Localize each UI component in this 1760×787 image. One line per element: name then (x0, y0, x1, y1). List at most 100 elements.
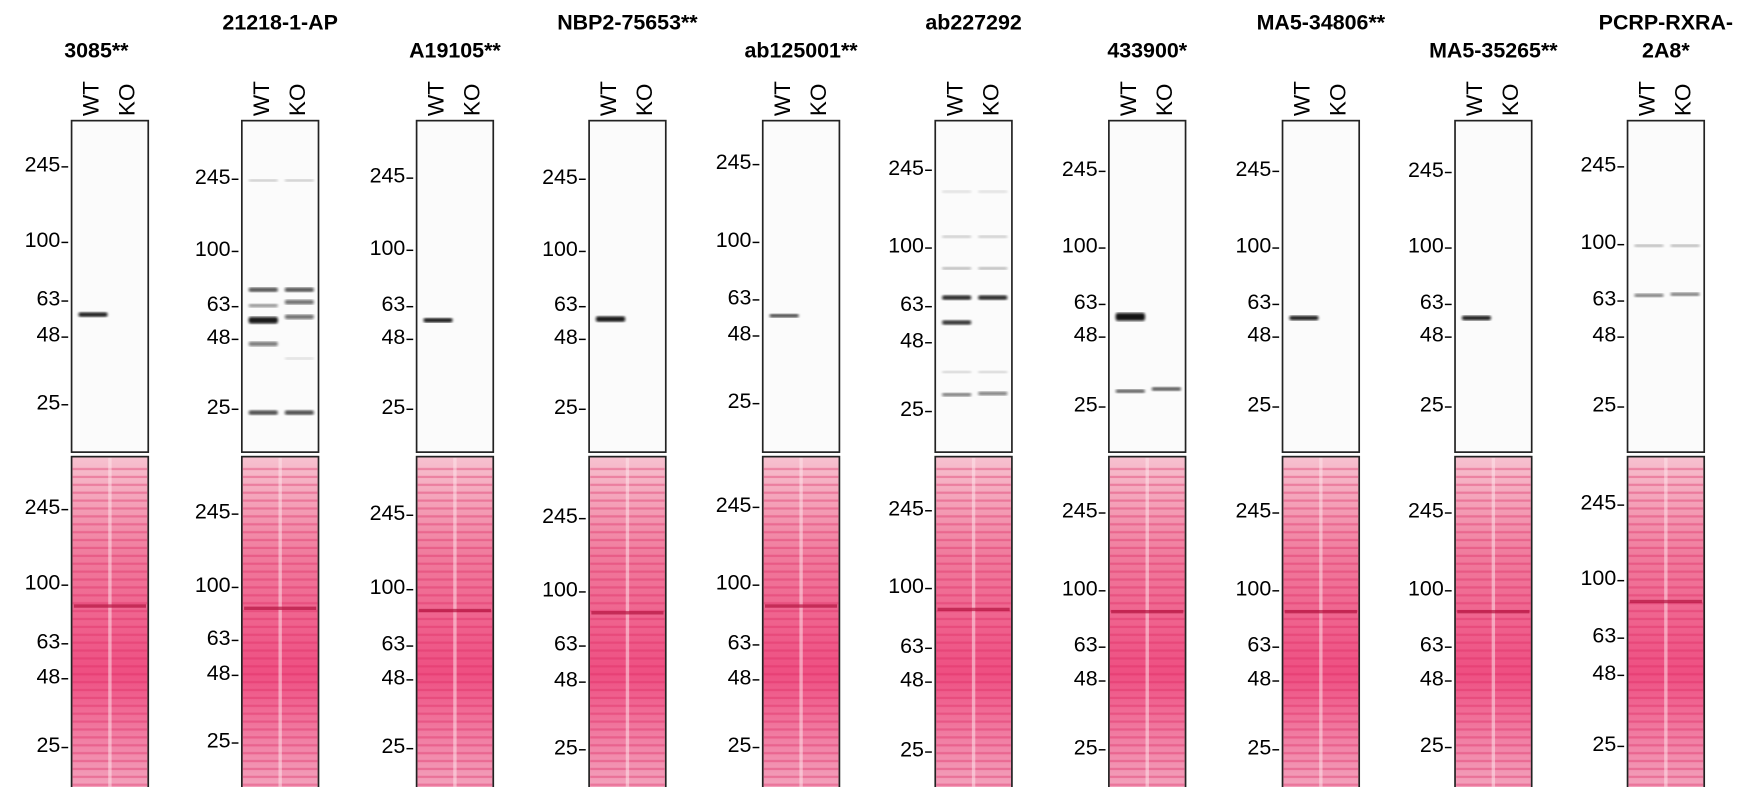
lane-label: WT (770, 81, 795, 116)
band (284, 179, 314, 182)
mw-marker-label: 48 (1420, 323, 1444, 347)
mw-marker-label: 245 (25, 495, 61, 519)
mw-marker-label: 100 (888, 574, 924, 598)
mw-marker-label: 100 (542, 237, 578, 261)
antibody-title: 433900* (1107, 39, 1187, 63)
mw-marker-label: 48 (1592, 323, 1616, 347)
mw-marker-label: 25 (1592, 393, 1616, 417)
mw-marker-label: 63 (554, 292, 578, 316)
western-blot (240, 119, 320, 453)
lane-gap (1491, 457, 1496, 787)
band (942, 392, 972, 397)
lane-label: WT (1116, 81, 1141, 116)
mw-marker-label: 100 (1581, 566, 1617, 590)
mw-marker-label: 48 (1074, 323, 1098, 347)
mw-marker-label: 48 (36, 664, 60, 688)
band (248, 303, 278, 308)
western-blot (934, 119, 1013, 453)
blot-panel: NBP2-75653** WT KO 245 100 63 48 25 245 100 63 48 25 (542, 10, 698, 787)
mw-marker-label: 25 (554, 395, 578, 419)
mw-marker-label: 48 (1420, 667, 1444, 691)
antibody-title: ab227292 (925, 10, 1022, 34)
band (248, 316, 278, 324)
mw-marker-label: 25 (207, 395, 231, 419)
blot-panel: MA5-34806** WT KO 245 100 63 48 25 245 100 63 48 25 (1236, 10, 1386, 787)
mw-marker-label: 245 (1408, 499, 1444, 523)
mw-marker-label: 245 (888, 496, 924, 520)
mw-marker-label: 48 (554, 325, 578, 349)
mw-marker-label: 48 (207, 325, 231, 349)
band (978, 267, 1008, 270)
band (978, 370, 1008, 374)
mw-marker-label: 48 (1074, 667, 1098, 691)
ponceau-main-band (591, 611, 664, 615)
blot-panel: A19105** WT KO 245 100 63 48 25 245 100 63 48 25 (370, 39, 501, 787)
band (1461, 315, 1492, 321)
ponceau-main-band (244, 606, 317, 610)
band (248, 287, 278, 293)
western-blot (1108, 119, 1187, 453)
lane-label: WT (79, 81, 104, 116)
mw-marker-label: 245 (542, 504, 578, 528)
mw-marker-label: 100 (370, 575, 406, 599)
antibody-title: MA5-35265** (1429, 39, 1558, 63)
mw-marker-label: 48 (900, 328, 924, 352)
mw-marker-label: 245 (370, 164, 406, 188)
mw-marker-label: 48 (382, 665, 406, 689)
band (1670, 244, 1700, 247)
mw-marker-label: 63 (1420, 290, 1444, 314)
ponceau-main-band (1111, 609, 1184, 614)
band (1289, 315, 1319, 321)
lane-gap (108, 457, 112, 787)
blot-panel: 21218-1-AP WT KO 245 100 63 48 25 245 100 63 48 25 (195, 10, 338, 787)
mw-marker-label: 25 (728, 389, 752, 413)
mw-marker-label: 63 (728, 630, 752, 654)
lane-label: KO (978, 84, 1003, 117)
lane-label: KO (1152, 84, 1177, 117)
band (769, 314, 799, 318)
band (248, 179, 278, 182)
mw-marker-label: 63 (1074, 290, 1098, 314)
lane-label: WT (942, 81, 967, 116)
band (284, 299, 314, 305)
band (1634, 244, 1664, 247)
mw-marker-label: 25 (36, 390, 60, 414)
lane-gap (278, 457, 282, 787)
band (1151, 387, 1182, 391)
mw-marker-label: 63 (1074, 633, 1098, 657)
mw-marker-label: 100 (1581, 230, 1617, 254)
mw-marker-label: 25 (36, 733, 60, 757)
band (978, 235, 1008, 238)
mw-marker-label: 25 (382, 395, 406, 419)
band (423, 317, 453, 323)
antibody-title: PCRP-RXRA- (1599, 10, 1733, 34)
lane-label: KO (806, 84, 831, 117)
band (1115, 312, 1145, 321)
antibody-title: 2A8* (1642, 39, 1690, 63)
mw-marker-label: 245 (1236, 499, 1272, 523)
mw-marker-label: 48 (1247, 667, 1271, 691)
western-blot (415, 119, 495, 453)
mw-marker-label: 245 (542, 165, 578, 189)
mw-marker-label: 48 (728, 322, 752, 346)
western-blot (761, 119, 841, 453)
mw-marker-label: 245 (888, 156, 924, 180)
blot-panel: 3085** WT KO 245 100 63 48 25 245 100 63 48 25 (25, 39, 150, 787)
western-blot (1454, 119, 1533, 453)
blot-panel: ab227292 WT KO 245 100 63 48 25 245 100 63 48 25 (888, 10, 1022, 787)
ponceau-main-band (73, 604, 146, 608)
band (284, 410, 314, 415)
western-blot (588, 119, 667, 453)
mw-marker-label: 25 (554, 735, 578, 759)
antibody-title: NBP2-75653** (557, 10, 698, 34)
mw-marker-label: 63 (382, 632, 406, 656)
lane-gap (1319, 457, 1323, 787)
band (942, 370, 972, 374)
mw-marker-label: 100 (888, 234, 924, 258)
band (595, 316, 626, 322)
mw-marker-label: 245 (716, 493, 752, 517)
antibody-title: 21218-1-AP (222, 10, 337, 34)
lane-label: WT (1290, 81, 1315, 116)
antibody-title: MA5-34806** (1257, 10, 1386, 34)
mw-marker-label: 48 (554, 668, 578, 692)
